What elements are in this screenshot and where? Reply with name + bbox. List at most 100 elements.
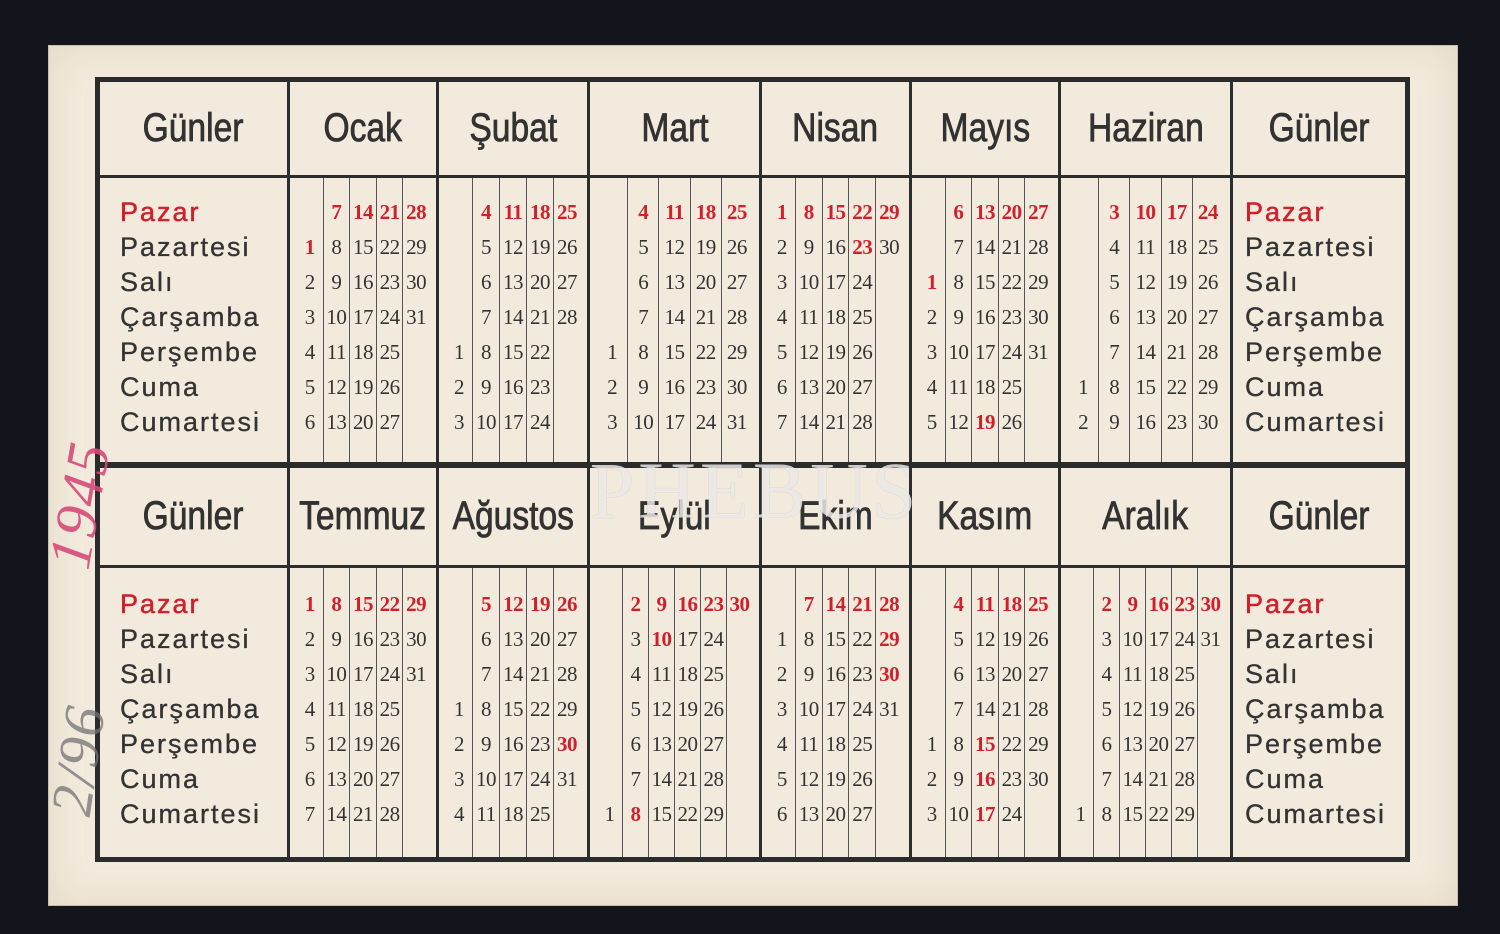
day-number: 20 xyxy=(825,375,846,399)
day-number: 15 xyxy=(503,697,524,721)
day-number: 11 xyxy=(503,200,523,224)
day-number: 13 xyxy=(974,200,995,224)
week-column: 21 22 23 24 25 26 27 xyxy=(375,178,403,462)
day-label-cuma: Cuma xyxy=(1245,764,1326,794)
day-number xyxy=(727,727,752,762)
day-number: 8 xyxy=(803,200,814,224)
day-number: 17 xyxy=(503,767,524,791)
day-number: 15 xyxy=(1135,375,1157,399)
day-number: 23 xyxy=(852,662,873,686)
day-number: 25 xyxy=(1174,662,1196,686)
day-number: 18 xyxy=(974,375,995,399)
week-column: 1 2 3 4 xyxy=(446,568,472,857)
day-number: 13 xyxy=(503,627,524,651)
week-column: 26 27 28 29 30 31 xyxy=(553,568,580,857)
week-column: 1 xyxy=(1068,568,1093,857)
day-number: 14 xyxy=(352,200,373,224)
month-days-kasim: 1 2 3 4 5 6 7 8 9 10 11 12 13 14 15 16 17 18 19 20 21 22 23 24 2… xyxy=(909,568,1058,857)
day-number: 30 xyxy=(1197,410,1219,434)
day-number xyxy=(403,727,429,762)
day-number: 7 xyxy=(953,235,964,259)
day-number: 29 xyxy=(879,200,900,224)
watermark: PHEBUS xyxy=(589,447,921,536)
weekdays-header-right: Günler xyxy=(1230,82,1405,178)
day-number: 15 xyxy=(352,592,373,616)
week-column: 13 14 15 16 17 18 19 xyxy=(971,178,998,462)
day-number: 5 xyxy=(481,592,492,616)
day-number xyxy=(1068,265,1098,300)
day-number: 23 xyxy=(379,270,400,294)
day-number: 28 xyxy=(557,662,578,686)
day-number: 26 xyxy=(1028,627,1049,651)
day-number: 13 xyxy=(974,662,995,686)
week-column: 7 8 9 10 11 12 13 xyxy=(794,568,822,857)
day-number xyxy=(727,797,752,832)
day-number: 6 xyxy=(776,375,787,399)
day-number: 9 xyxy=(656,592,668,616)
day-number: 22 xyxy=(677,802,699,826)
day-label-pazartesi: Pazartesi xyxy=(120,624,251,654)
day-label-cumartesi: Cumartesi xyxy=(1245,799,1387,829)
day-number xyxy=(403,335,429,370)
day-number: 12 xyxy=(326,375,347,399)
month-header-subat: Şubat xyxy=(436,82,587,178)
day-number: 8 xyxy=(803,627,814,651)
day-number xyxy=(597,692,622,727)
day-number: 10 xyxy=(651,627,673,651)
day-number: 27 xyxy=(703,732,725,756)
day-number: 26 xyxy=(726,235,748,259)
week-column: 4 5 6 7 8 9 10 xyxy=(627,178,658,462)
day-number xyxy=(919,657,945,692)
day-number: 9 xyxy=(638,375,649,399)
day-number: 5 xyxy=(776,340,787,364)
weekdays-header-left: Günler xyxy=(100,468,287,568)
day-number xyxy=(597,265,627,300)
day-number: 11 xyxy=(975,592,995,616)
day-number: 31 xyxy=(1028,340,1049,364)
week-column: 30 xyxy=(726,568,752,857)
month-days-haziran: 1 2 3 4 5 6 7 8 9 10 11 12 13 14 15 16 17 18 19 20 21 22 23 24 2… xyxy=(1058,178,1230,462)
day-label-sali: Salı xyxy=(120,267,175,297)
day-label-sali: Salı xyxy=(120,659,175,689)
day-number: 7 xyxy=(304,802,315,826)
day-number: 21 xyxy=(825,410,846,434)
day-number: 12 xyxy=(651,697,673,721)
day-number: 29 xyxy=(1028,270,1049,294)
day-label-persembe: Perşembe xyxy=(1245,729,1385,759)
month-header-ekim: Ekim xyxy=(759,468,909,568)
day-number: 7 xyxy=(481,662,492,686)
day-number: 19 xyxy=(1166,270,1188,294)
day-number: 27 xyxy=(852,802,873,826)
day-number: 20 xyxy=(1001,662,1022,686)
day-number: 19 xyxy=(352,732,373,756)
day-number xyxy=(876,300,902,335)
day-number: 14 xyxy=(1135,340,1157,364)
month-name: Ekim xyxy=(798,494,873,539)
day-number: 26 xyxy=(379,732,400,756)
month-days-subat: 1 2 3 4 5 6 7 8 9 10 11 12 13 14 15 16 17 18 19 20 21 22 23 24 2… xyxy=(436,178,587,462)
month-days-mart: 1 2 3 4 5 6 7 8 9 10 11 12 13 14 15 16 17 18 19 20 21 22 23 24 2… xyxy=(587,178,759,462)
weekday-names-left: Pazar Pazartesi Salı Çarşamba Perşembe Cuma Cu… xyxy=(100,178,287,462)
day-number: 10 xyxy=(948,340,969,364)
week-column: 3 4 5 6 7 8 9 xyxy=(1098,178,1129,462)
day-number: 23 xyxy=(703,592,725,616)
day-number: 18 xyxy=(503,802,524,826)
day-number: 24 xyxy=(852,697,873,721)
day-number: 16 xyxy=(677,592,699,616)
day-label-cuma: Cuma xyxy=(120,764,201,794)
day-number: 19 xyxy=(530,592,551,616)
day-number: 4 xyxy=(1101,662,1113,686)
day-number: 21 xyxy=(852,592,873,616)
month-name: Mayıs xyxy=(940,106,1030,151)
day-number: 22 xyxy=(1166,375,1188,399)
day-number: 21 xyxy=(695,305,717,329)
day-number: 1 xyxy=(454,697,465,721)
day-number: 10 xyxy=(476,767,497,791)
day-number: 21 xyxy=(1001,697,1022,721)
day-number xyxy=(1068,622,1093,657)
week-column: 8 9 10 11 12 13 14 xyxy=(794,178,822,462)
week-column: 28 29 30 31 xyxy=(875,568,902,857)
week-column: 4 5 6 7 8 9 10 xyxy=(472,178,499,462)
day-number: 11 xyxy=(476,802,496,826)
day-number: 1 xyxy=(776,627,787,651)
